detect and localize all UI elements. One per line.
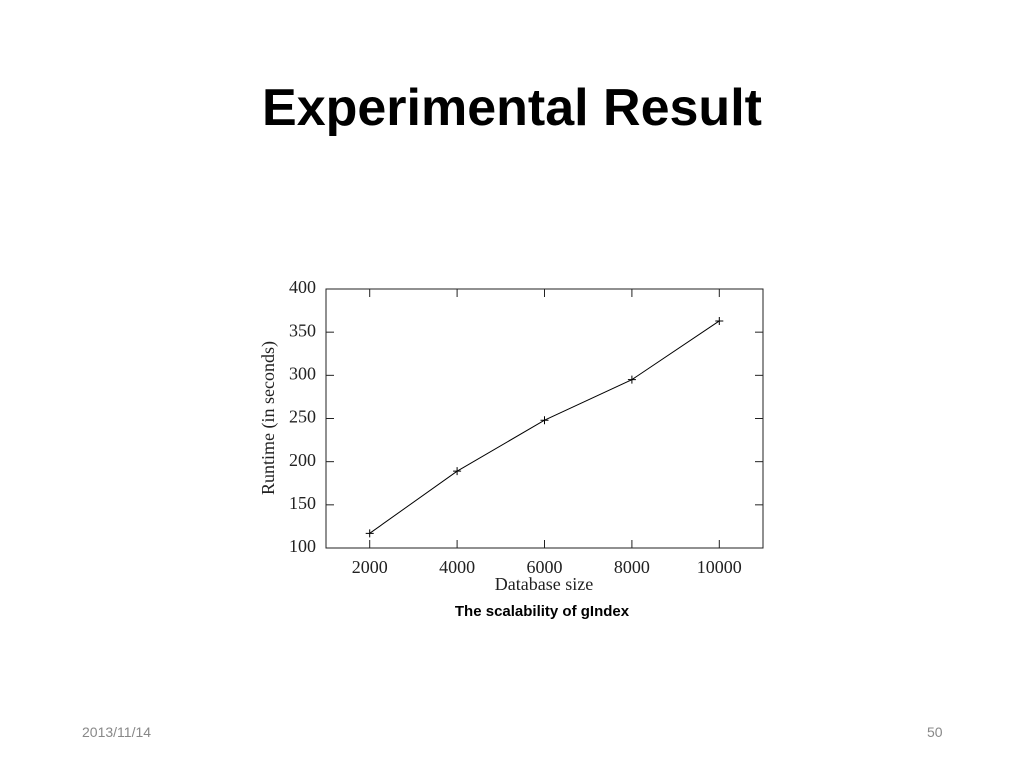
y-tick-label: 250: [289, 407, 316, 427]
y-tick-label: 350: [289, 320, 316, 340]
slide-page-number: 50: [927, 724, 943, 740]
chart-caption: The scalability of gIndex: [455, 603, 630, 620]
x-tick-label: 4000: [439, 557, 475, 577]
y-tick-label: 150: [289, 493, 316, 513]
slide-title: Experimental Result: [262, 79, 762, 137]
data-point: [540, 416, 549, 425]
y-tick-label: 200: [289, 450, 316, 470]
x-axis-label: Database size: [495, 574, 593, 594]
y-tick-label: 300: [289, 363, 316, 383]
data-line: [369, 320, 720, 534]
data-point: [715, 316, 724, 325]
y-tick-label: 100: [289, 536, 316, 556]
data-point: [627, 375, 636, 384]
x-tick-label: 2000: [352, 557, 388, 577]
x-tick-label: 6000: [527, 557, 563, 577]
x-tick-label: 8000: [614, 557, 650, 577]
slide-date: 2013/11/14: [82, 724, 152, 740]
data-point: [365, 529, 374, 538]
y-axis-label: Runtime (in seconds): [258, 341, 279, 495]
data-point: [453, 467, 462, 476]
y-tick-label: 400: [289, 277, 316, 297]
x-tick-label: 10000: [697, 557, 742, 577]
